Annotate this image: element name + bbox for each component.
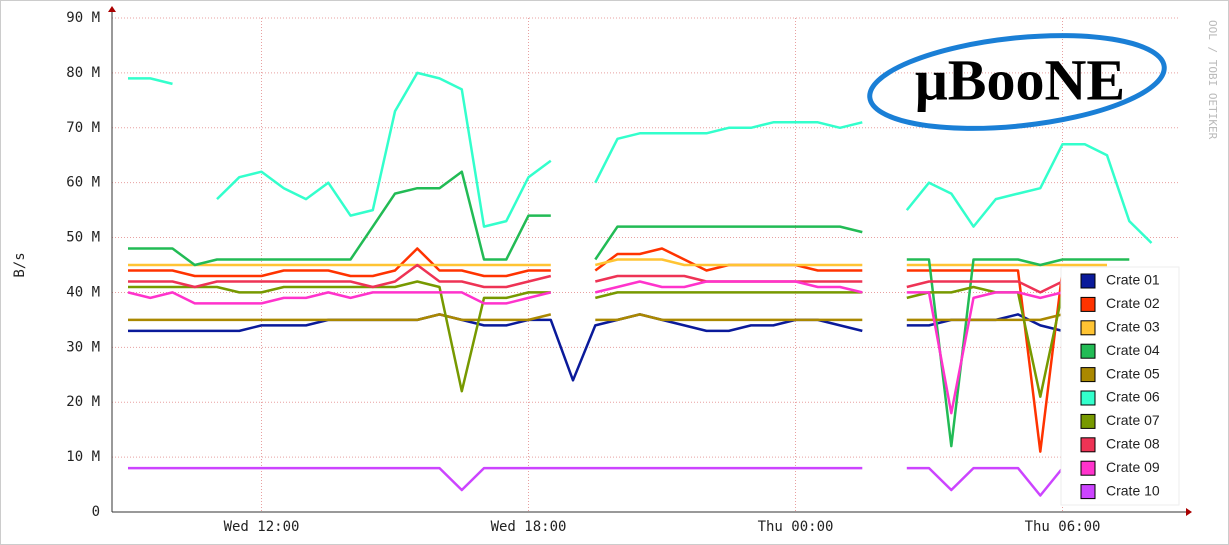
- series-line: [128, 170, 1130, 448]
- legend-swatch: [1080, 273, 1096, 289]
- y-tick-label: 0: [92, 504, 100, 520]
- legend-label: Crate 07: [1106, 412, 1160, 428]
- legend-swatch: [1080, 367, 1096, 383]
- legend-label: Crate 10: [1106, 482, 1160, 498]
- legend-label: Crate 09: [1106, 459, 1160, 475]
- series-line: [128, 71, 1153, 244]
- legend-label: Crate 06: [1106, 389, 1160, 405]
- watermark: OOL / TOBI OETIKER: [1206, 20, 1219, 140]
- legend-label: Crate 04: [1106, 342, 1160, 358]
- legend-label: Crate 03: [1106, 319, 1160, 335]
- axes: [108, 6, 1192, 516]
- legend-swatch: [1080, 437, 1096, 453]
- legend-swatch: [1080, 460, 1096, 476]
- legend-label: Crate 08: [1106, 436, 1160, 452]
- x-tick-label: Wed 18:00: [491, 519, 567, 535]
- x-tick-label: Thu 06:00: [1025, 519, 1101, 535]
- y-arrow: [108, 6, 116, 12]
- x-tick-label: Thu 00:00: [758, 519, 834, 535]
- y-tick-label: 30 M: [66, 339, 100, 355]
- logo-text: μBooNE: [915, 47, 1125, 112]
- legend-label: Crate 05: [1106, 365, 1160, 381]
- y-axis-label: B/s: [12, 252, 28, 277]
- legend-swatch: [1080, 320, 1096, 336]
- x-arrow: [1186, 508, 1192, 516]
- legend-swatch: [1080, 390, 1096, 406]
- y-tick-label: 70 M: [66, 120, 100, 136]
- legend: Crate 01 Crate 02 Crate 03 Crate 04 Crate 05…: [1060, 266, 1180, 506]
- legend-swatch: [1080, 484, 1096, 500]
- y-tick-label: 10 M: [66, 449, 100, 465]
- y-tick-label: 60 M: [66, 175, 100, 191]
- y-tick-label: 20 M: [66, 394, 100, 410]
- legend-swatch: [1080, 413, 1096, 429]
- y-tick-label: 80 M: [66, 65, 100, 81]
- x-tick-label: Wed 12:00: [224, 519, 300, 535]
- y-tick-label: 50 M: [66, 230, 100, 246]
- logo-ring: [867, 33, 1167, 131]
- y-tick-label: 40 M: [66, 284, 100, 300]
- legend-label: Crate 02: [1106, 295, 1160, 311]
- legend-swatch: [1080, 296, 1096, 312]
- legend-label: Crate 01: [1106, 272, 1160, 288]
- y-tick-label: 90 M: [66, 10, 100, 26]
- logo: μBooNE: [867, 33, 1167, 131]
- legend-swatch: [1080, 343, 1096, 359]
